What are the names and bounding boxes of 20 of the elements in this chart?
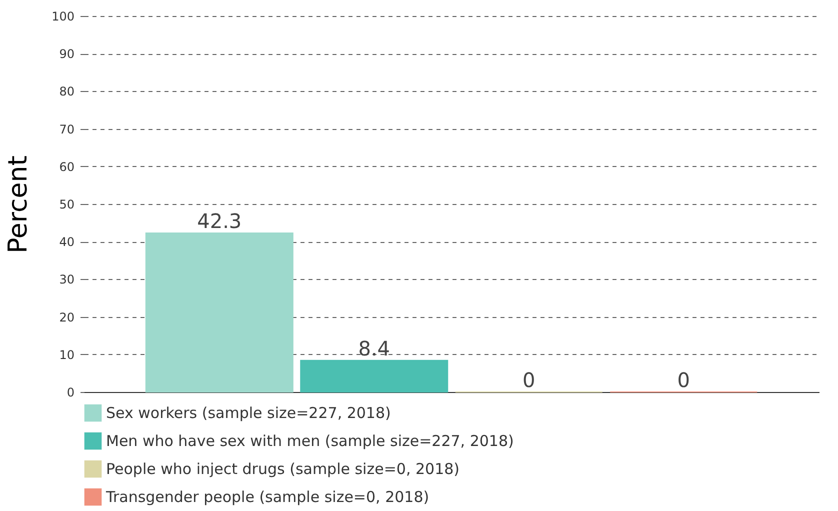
y-tick-label: 70 (59, 122, 74, 136)
y-tick-label: 0 (66, 386, 74, 400)
y-tick-label: 10 (59, 348, 74, 362)
y-tick-label: 90 (59, 47, 74, 62)
legend-label: Men who have sex with men (sample size=227, 2018) (106, 432, 514, 450)
data-label: 0 (522, 368, 536, 392)
legend-label: People who inject drugs (sample size=0, 2018) (106, 460, 460, 478)
legend-label: Sex workers (sample size=227, 2018) (106, 404, 391, 422)
y-tick-label: 60 (59, 160, 74, 174)
data-label: 42.3 (197, 208, 242, 233)
y-tick-label: 100 (52, 10, 74, 24)
y-tick-label: 40 (59, 235, 74, 250)
y-axis-title: Percent (4, 156, 34, 254)
data-label: 0 (677, 368, 690, 392)
y-tick-label: 50 (59, 198, 74, 212)
y-tick-label: 20 (59, 310, 74, 324)
y-tick-label: 30 (59, 272, 74, 287)
y-tick-label: 80 (59, 84, 74, 99)
legend-label: Transgender people (sample size=0, 2018) (105, 488, 430, 506)
data-label: 8.4 (358, 336, 390, 360)
